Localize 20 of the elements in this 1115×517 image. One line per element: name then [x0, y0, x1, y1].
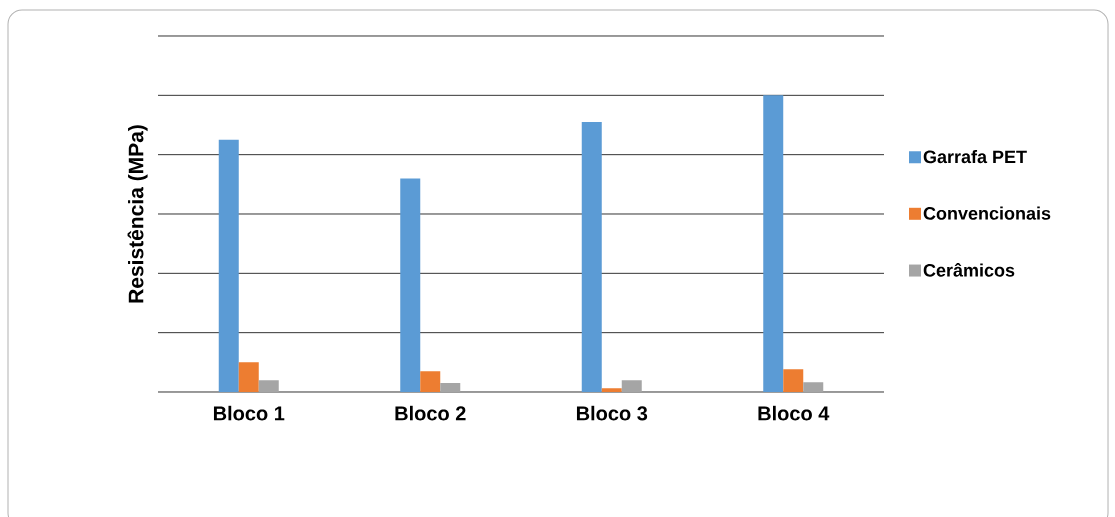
bar — [601, 388, 622, 392]
bar — [581, 122, 602, 392]
bar — [218, 139, 239, 392]
bar — [803, 382, 824, 392]
legend-label: Garrafa PET — [923, 149, 1027, 164]
bar — [763, 95, 784, 392]
x-tick-label: Bloco 2 — [395, 405, 466, 421]
bar — [440, 383, 461, 392]
bar — [783, 369, 804, 392]
legend-label: Convencionais — [923, 206, 1051, 220]
x-tick-label: Bloco 4 — [758, 405, 830, 421]
legend-label: Cerâmicos — [923, 263, 1015, 277]
bar — [238, 362, 259, 392]
bar — [420, 371, 441, 392]
bar — [400, 178, 421, 392]
x-tick-label: Bloco 1 — [213, 405, 285, 421]
bar — [258, 380, 279, 392]
y-axis-title: Resistência (MPa) — [127, 125, 148, 303]
bar — [621, 380, 642, 392]
x-tick-label: Bloco 3 — [576, 405, 648, 421]
